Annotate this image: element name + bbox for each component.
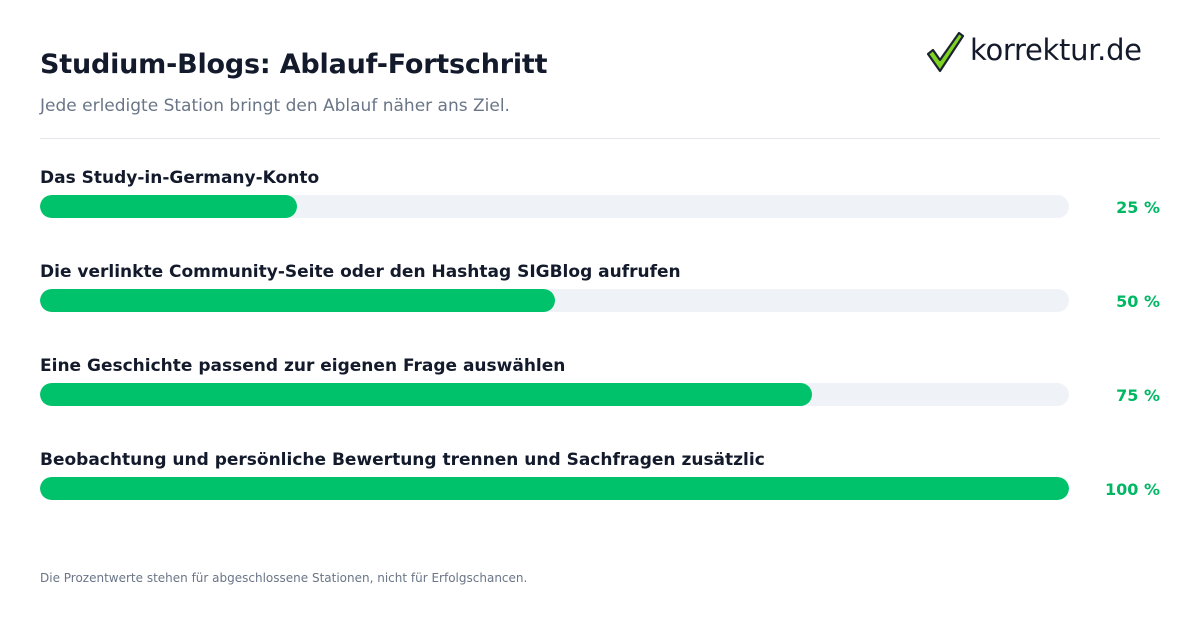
progress-value-label: 100 %	[1105, 480, 1160, 499]
progress-track	[40, 289, 1069, 312]
brand-name: korrektur.de	[970, 33, 1142, 67]
brand-logo: korrektur.de	[925, 30, 1165, 76]
progress-bar-fill	[40, 477, 1069, 500]
progress-value-label: 75 %	[1116, 386, 1160, 405]
progress-track	[40, 477, 1069, 500]
page-title: Studium-Blogs: Ablauf-Fortschritt	[40, 49, 548, 80]
progress-row-label: Beobachtung und persönliche Bewertung tr…	[40, 450, 765, 470]
progress-row-label: Die verlinkte Community-Seite oder den H…	[40, 262, 681, 282]
progress-row-label: Das Study-in-Germany-Konto	[40, 168, 320, 188]
progress-row: Beobachtung und persönliche Bewertung tr…	[40, 450, 1160, 510]
header-divider	[40, 138, 1160, 139]
progress-row: Die verlinkte Community-Seite oder den H…	[40, 262, 1160, 322]
progress-bar-fill	[40, 195, 297, 218]
progress-row: Das Study-in-Germany-Konto 25 %	[40, 168, 1160, 228]
progress-value-label: 25 %	[1116, 198, 1160, 217]
progress-row-label: Eine Geschichte passend zur eigenen Frag…	[40, 356, 566, 376]
progress-bar-fill	[40, 289, 555, 312]
progress-bar-fill	[40, 383, 812, 406]
progress-track	[40, 383, 1069, 406]
progress-row: Eine Geschichte passend zur eigenen Frag…	[40, 356, 1160, 416]
checkmark-icon	[926, 31, 965, 73]
footnote: Die Prozentwerte stehen für abgeschlosse…	[40, 571, 528, 585]
progress-value-label: 50 %	[1116, 292, 1160, 311]
page-subtitle: Jede erledigte Station bringt den Ablauf…	[40, 96, 510, 116]
progress-track	[40, 195, 1069, 218]
